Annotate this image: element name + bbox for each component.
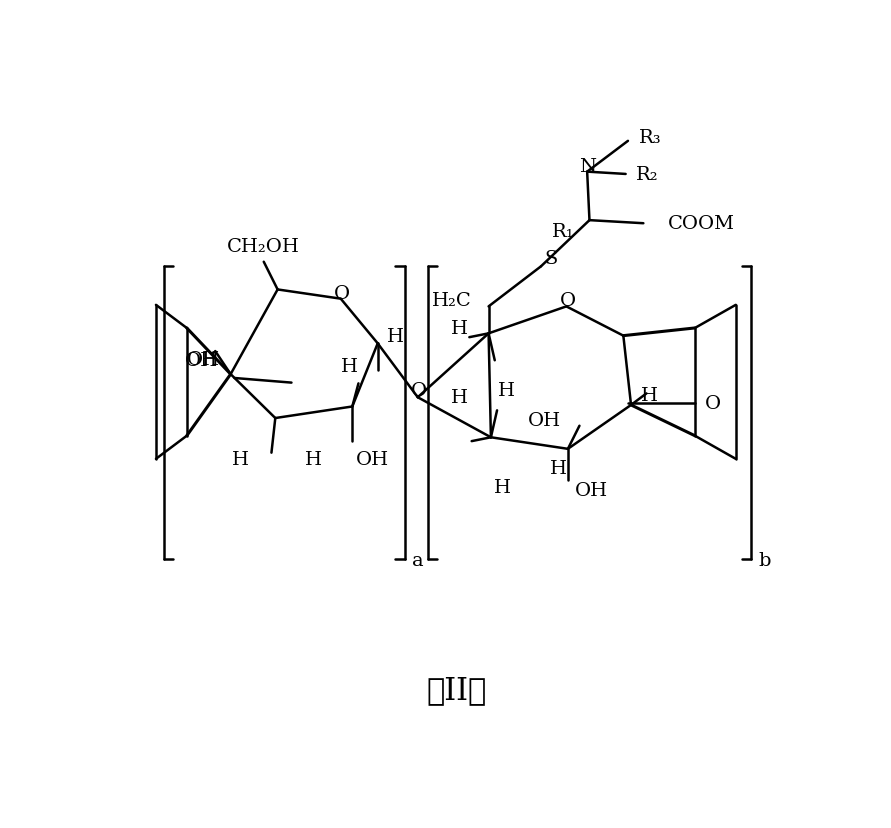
Text: OH: OH: [575, 481, 608, 499]
Text: H: H: [550, 460, 568, 478]
Text: OH: OH: [356, 450, 389, 469]
Text: OH: OH: [527, 412, 561, 430]
Text: O: O: [560, 291, 576, 310]
Text: H: H: [498, 381, 515, 399]
Text: H: H: [451, 320, 468, 338]
Text: H: H: [233, 450, 249, 469]
Text: R₁: R₁: [552, 223, 574, 241]
Text: H: H: [451, 389, 468, 407]
Text: OH: OH: [187, 350, 220, 368]
Text: O: O: [412, 381, 428, 399]
Text: H: H: [306, 450, 323, 469]
Text: H: H: [641, 387, 658, 404]
Text: （II）: （II）: [426, 675, 486, 705]
Text: S: S: [544, 249, 558, 267]
Text: R₂: R₂: [635, 166, 658, 184]
Text: O: O: [705, 394, 721, 412]
Text: COOM: COOM: [668, 215, 735, 233]
Text: H: H: [340, 358, 358, 376]
Text: H: H: [494, 479, 511, 497]
Text: CH₂OH: CH₂OH: [227, 238, 300, 256]
Text: R₃: R₃: [639, 129, 661, 147]
Text: OH: OH: [184, 352, 217, 370]
Text: a: a: [413, 551, 424, 570]
Text: O: O: [334, 284, 350, 302]
Text: N: N: [578, 158, 596, 176]
Text: H: H: [387, 327, 404, 345]
Text: H₂C: H₂C: [432, 291, 471, 310]
Text: b: b: [759, 551, 772, 570]
